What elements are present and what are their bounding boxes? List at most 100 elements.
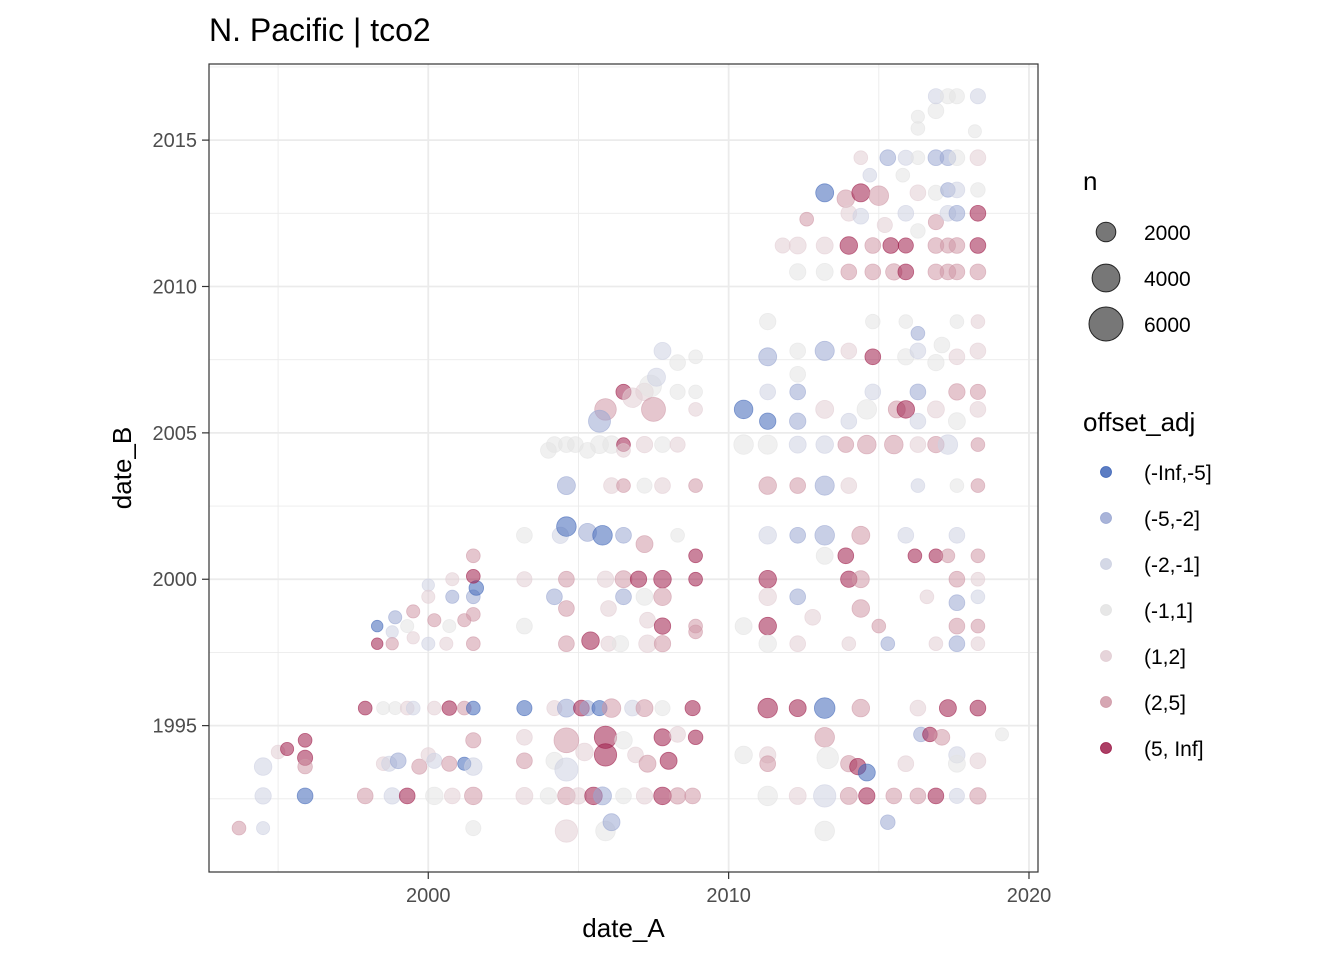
- size-legend-label: 4000: [1144, 268, 1191, 291]
- data-point: [909, 412, 927, 430]
- data-point: [406, 604, 421, 619]
- data-point: [937, 434, 959, 455]
- color-legend: offset_adj (-Inf,-5] (-5,-2] (-2,-1] (-1,1]…: [1083, 407, 1212, 761]
- data-point: [837, 547, 855, 565]
- data-point: [788, 236, 807, 255]
- data-point: [857, 434, 877, 455]
- data-point: [615, 588, 632, 606]
- data-point: [799, 211, 814, 227]
- data-point: [602, 813, 621, 832]
- x-tick-label: 2010: [706, 885, 751, 907]
- color-legend-label: (5, Inf]: [1144, 738, 1204, 761]
- data-point: [758, 476, 777, 495]
- data-point: [687, 729, 704, 746]
- data-point: [948, 263, 966, 281]
- data-points: [231, 88, 1010, 843]
- data-point: [759, 755, 776, 772]
- data-point: [515, 787, 534, 805]
- color-legend-label: (-5,-2]: [1144, 508, 1200, 531]
- data-point: [357, 700, 373, 716]
- data-point: [910, 223, 926, 239]
- data-point: [445, 572, 460, 587]
- data-point: [668, 787, 687, 805]
- data-point: [757, 785, 778, 807]
- data-point: [516, 526, 533, 544]
- data-point: [814, 475, 835, 496]
- data-point: [927, 400, 945, 419]
- data-point: [653, 341, 672, 360]
- data-point: [280, 742, 295, 757]
- data-point: [969, 787, 987, 805]
- data-point: [540, 442, 557, 459]
- data-point: [635, 587, 654, 606]
- data-point: [969, 205, 987, 222]
- data-point: [426, 752, 443, 769]
- data-point: [596, 570, 615, 588]
- data-point: [615, 526, 632, 544]
- data-point: [969, 263, 987, 281]
- data-point: [516, 617, 533, 635]
- data-point: [629, 570, 648, 588]
- data-point: [558, 570, 575, 588]
- data-point: [635, 699, 654, 717]
- data-point: [856, 399, 878, 420]
- data-point: [385, 637, 399, 651]
- data-point: [611, 635, 630, 653]
- color-legend-key: [1100, 696, 1112, 708]
- data-point: [940, 548, 956, 564]
- data-point: [734, 745, 753, 765]
- data-point: [758, 570, 777, 589]
- data-point: [948, 412, 966, 431]
- data-point: [949, 478, 965, 493]
- data-point: [465, 607, 481, 622]
- data-point: [371, 619, 384, 633]
- data-point: [654, 477, 671, 494]
- data-point: [880, 814, 896, 830]
- data-point: [427, 613, 442, 628]
- data-point: [970, 618, 986, 634]
- data-point: [868, 185, 890, 206]
- data-point: [897, 205, 915, 222]
- data-point: [948, 205, 966, 222]
- data-point: [635, 787, 654, 805]
- data-point: [788, 787, 807, 805]
- data-point: [948, 570, 966, 588]
- data-point: [558, 600, 575, 617]
- data-point: [297, 732, 313, 748]
- data-point: [858, 787, 876, 805]
- color-legend-key: [1100, 466, 1112, 478]
- data-point: [593, 786, 612, 806]
- data-point: [254, 787, 272, 805]
- data-point: [445, 589, 460, 604]
- y-tick-label: 1995: [153, 716, 198, 738]
- data-point: [601, 698, 622, 718]
- data-point: [376, 701, 391, 716]
- color-legend-key: [1100, 650, 1112, 662]
- data-point: [815, 183, 835, 203]
- data-point: [969, 342, 987, 360]
- data-point: [852, 207, 870, 225]
- data-point: [654, 436, 671, 453]
- color-legend-title: offset_adj: [1083, 407, 1195, 437]
- data-point: [253, 757, 273, 776]
- data-point: [909, 342, 927, 360]
- size-legend-title: n: [1083, 166, 1097, 196]
- data-point: [927, 787, 945, 805]
- data-point: [516, 571, 533, 588]
- data-point: [653, 570, 672, 589]
- data-point: [789, 263, 807, 281]
- data-point: [627, 746, 644, 764]
- color-legend-label: (1,2]: [1144, 646, 1186, 669]
- data-point: [789, 588, 806, 606]
- data-point: [653, 728, 672, 747]
- data-point: [910, 478, 926, 493]
- data-point: [789, 365, 806, 383]
- data-point: [815, 236, 834, 255]
- data-point: [910, 325, 926, 341]
- data-point: [579, 442, 596, 459]
- data-point: [948, 383, 966, 401]
- data-point: [871, 618, 887, 634]
- data-point: [758, 616, 777, 636]
- data-point: [970, 571, 986, 587]
- data-point: [851, 599, 871, 618]
